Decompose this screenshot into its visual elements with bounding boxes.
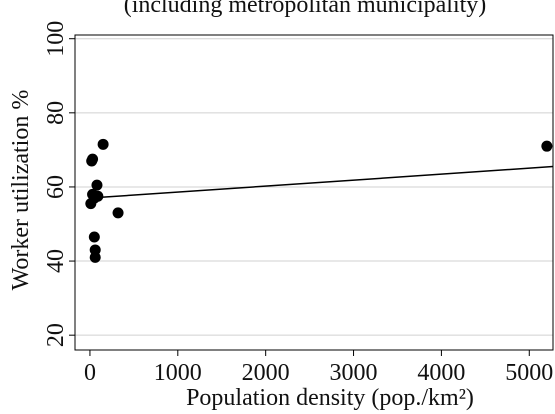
point xyxy=(88,231,100,243)
point xyxy=(541,140,553,152)
point xyxy=(112,207,124,219)
y-tick-label: 60 xyxy=(43,175,69,199)
plot-frame xyxy=(74,34,554,351)
x-tick-label: 3000 xyxy=(330,360,378,386)
point xyxy=(97,138,109,150)
x-tick-label: 2000 xyxy=(242,360,290,386)
y-axis-label: Worker utilization % xyxy=(8,90,34,291)
point xyxy=(87,153,99,165)
x-tick-label: 1000 xyxy=(154,360,202,386)
y-tick-label: 40 xyxy=(43,249,69,273)
fit-line xyxy=(89,165,554,199)
x-tick-label: 0 xyxy=(84,360,96,386)
x-tick-label: 5000 xyxy=(505,360,553,386)
x-axis-label: Population density (pop./km²) xyxy=(186,385,474,411)
y-tick-label: 20 xyxy=(43,323,69,347)
y-tick-label: 80 xyxy=(43,101,69,125)
x-tick-label: 4000 xyxy=(417,360,465,386)
point xyxy=(89,251,101,263)
point xyxy=(91,179,103,191)
y-tick-label: 100 xyxy=(43,21,69,57)
chart-title: (including metropolitan municipality) xyxy=(124,0,487,18)
